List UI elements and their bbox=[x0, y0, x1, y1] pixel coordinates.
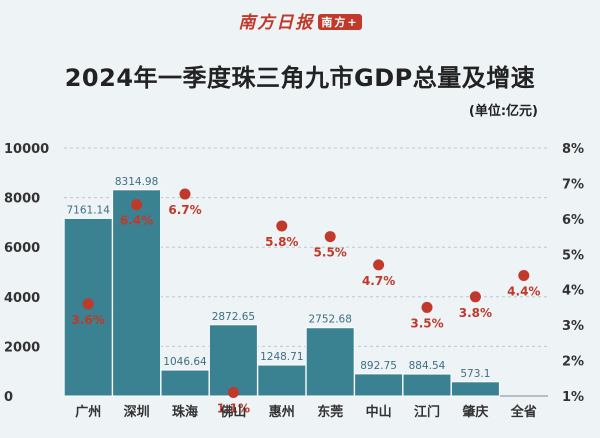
growth-rate-dot bbox=[421, 301, 433, 313]
x-tick-label: 中山 bbox=[366, 404, 392, 420]
growth-rate-label: 4.7% bbox=[362, 274, 395, 288]
gdp-bar bbox=[112, 189, 162, 397]
y-right-tick-label: 6% bbox=[562, 213, 584, 228]
x-tick-label: 东莞 bbox=[317, 404, 343, 420]
x-tick-label: 佛山 bbox=[219, 404, 246, 420]
y-right-tick-label: 7% bbox=[562, 177, 584, 192]
gdp-bar bbox=[305, 327, 355, 397]
growth-rate-label: 6.4% bbox=[120, 214, 153, 228]
y-right-tick-label: 1% bbox=[562, 390, 584, 405]
gdp-value-label: 8314.98 bbox=[115, 176, 158, 188]
gdp-value-label: 1046.64 bbox=[163, 356, 207, 368]
growth-rate-dot bbox=[131, 199, 143, 211]
gdp-bar bbox=[257, 364, 307, 397]
logo-text: 南方日报 bbox=[238, 13, 315, 33]
x-tick-label: 珠海 bbox=[172, 404, 198, 420]
y-left-tick-label: 0 bbox=[4, 390, 13, 405]
x-tick-label: 肇庆 bbox=[461, 404, 488, 420]
y-left-tick-label: 10000 bbox=[4, 142, 49, 157]
gdp-value-label: 884.54 bbox=[409, 360, 446, 372]
y-right-tick-label: 3% bbox=[562, 319, 584, 334]
growth-rate-label: 6.7% bbox=[168, 203, 201, 217]
gdp-value-label: 2872.65 bbox=[212, 311, 255, 323]
growth-rate-label: 5.5% bbox=[314, 246, 347, 260]
gdp-value-label: 892.75 bbox=[360, 360, 397, 372]
growth-rate-label: 3.5% bbox=[410, 316, 443, 330]
y-right-tick-label: 5% bbox=[562, 248, 584, 263]
growth-rate-dot bbox=[82, 298, 94, 310]
x-tick-label: 深圳 bbox=[124, 404, 150, 420]
gdp-value-label: 2752.68 bbox=[308, 314, 351, 326]
y-left-tick-label: 4000 bbox=[4, 291, 40, 306]
growth-rate-dot bbox=[179, 188, 191, 200]
gdp-bar bbox=[450, 381, 500, 397]
growth-rate-label: 1.1% bbox=[217, 401, 250, 415]
x-tick-label: 全省 bbox=[510, 404, 537, 420]
chart-title: 2024年一季度珠三角九市GDP总量及增速 bbox=[64, 64, 536, 92]
growth-rate-dot bbox=[373, 259, 385, 271]
y-right-tick-label: 4% bbox=[562, 284, 584, 299]
x-tick-label: 江门 bbox=[414, 404, 440, 420]
gdp-bar bbox=[354, 373, 404, 397]
growth-rate-label: 5.8% bbox=[265, 235, 298, 249]
gdp-value-label: 7161.14 bbox=[66, 204, 110, 216]
growth-rate-label: 4.4% bbox=[507, 285, 540, 299]
gdp-bar bbox=[208, 324, 258, 397]
growth-rate-dot bbox=[227, 386, 239, 398]
unit-note: (单位:亿元) bbox=[468, 104, 538, 119]
y-right-tick-label: 2% bbox=[562, 355, 584, 370]
growth-rate-dot bbox=[518, 270, 530, 282]
logo-seal: 南方+ bbox=[318, 14, 362, 30]
y-left-tick-label: 6000 bbox=[4, 241, 40, 256]
newspaper-logo: 南方日报 南方+ bbox=[0, 8, 600, 33]
gdp-value-label: 573.1 bbox=[460, 368, 490, 380]
x-tick-label: 广州 bbox=[75, 404, 101, 420]
growth-rate-dot bbox=[324, 231, 336, 243]
gdp-value-label: 1248.71 bbox=[260, 351, 303, 363]
growth-rate-label: 3.8% bbox=[459, 306, 492, 320]
growth-rate-dot bbox=[469, 291, 481, 303]
growth-rate-dot bbox=[276, 220, 288, 232]
y-left-tick-label: 2000 bbox=[4, 340, 40, 355]
gdp-bar bbox=[160, 369, 210, 397]
y-right-tick-label: 8% bbox=[562, 142, 584, 157]
y-left-tick-label: 8000 bbox=[4, 192, 40, 207]
x-tick-label: 惠州 bbox=[269, 404, 295, 420]
gdp-bar bbox=[402, 373, 452, 397]
growth-rate-label: 3.6% bbox=[72, 313, 105, 327]
